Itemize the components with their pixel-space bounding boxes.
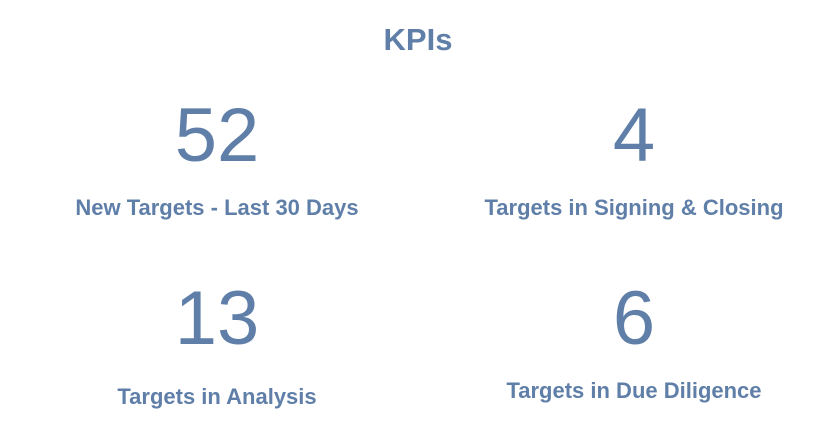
kpi-tile-due-diligence[interactable]: 6 Targets in Due Diligence — [434, 281, 834, 405]
kpi-value: 6 — [612, 276, 656, 361]
kpi-value: 4 — [612, 93, 656, 178]
kpi-label: Targets in Signing & Closing — [484, 195, 784, 220]
kpi-value: 52 — [174, 93, 260, 178]
kpi-label: Targets in Due Diligence — [506, 378, 762, 403]
kpi-label: New Targets - Last 30 Days — [75, 195, 359, 220]
kpi-value: 13 — [174, 276, 260, 361]
kpi-tile-new-targets[interactable]: 52 New Targets - Last 30 Days — [17, 98, 417, 222]
kpi-tile-analysis[interactable]: 13 Targets in Analysis — [17, 281, 417, 411]
page-title: KPIs — [383, 22, 453, 57]
kpi-label: Targets in Analysis — [117, 384, 317, 409]
kpi-tile-signing-closing[interactable]: 4 Targets in Signing & Closing — [434, 98, 834, 222]
